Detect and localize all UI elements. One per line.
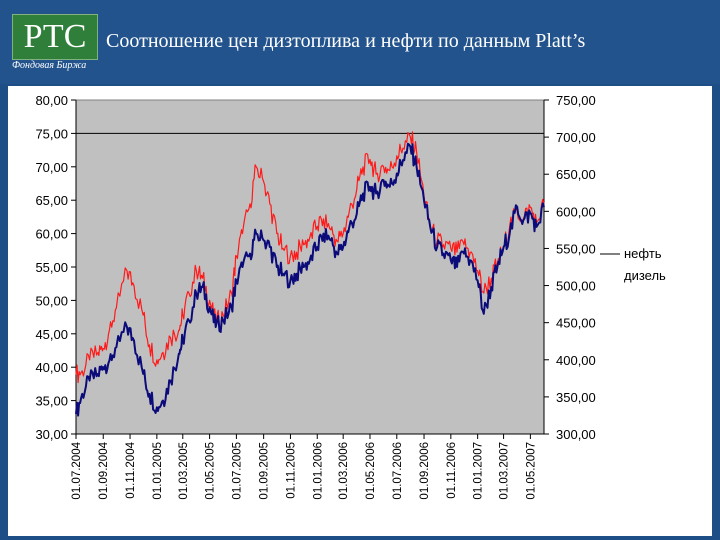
legend-label-oil: нефть — [624, 246, 662, 261]
right-tick-label: 700,00 — [556, 130, 596, 145]
left-tick-label: 30,00 — [35, 427, 68, 442]
left-tick-label: 70,00 — [35, 160, 68, 175]
left-tick-label: 55,00 — [35, 260, 68, 275]
x-tick-label: 01.03.2005 — [178, 442, 190, 500]
left-tick-label: 50,00 — [35, 293, 68, 308]
left-tick-label: 60,00 — [35, 227, 68, 242]
x-tick-label: 01.09.2005 — [259, 442, 271, 500]
right-tick-label: 450,00 — [556, 316, 596, 331]
right-tick-label: 750,00 — [556, 93, 596, 108]
diesel-series-line — [75, 131, 545, 384]
left-tick-label: 40,00 — [35, 360, 68, 375]
chart-area: 80,00 75,00 70,00 65,00 60,00 55,00 50,00 45,00… — [8, 86, 712, 536]
x-tick-label: 01.01.2005 — [152, 442, 164, 500]
logo-subtitle: Фондовая Биржа — [12, 60, 87, 71]
right-tick-label: 500,00 — [556, 279, 596, 294]
rts-logo: РТС — [12, 14, 98, 60]
x-tick-label: 01.05.2007 — [525, 442, 537, 500]
x-tick-label: 01.05.2006 — [365, 442, 377, 500]
left-tick-label: 80,00 — [35, 93, 68, 108]
slide-title: Соотношение цен дизтоплива и нефти по да… — [106, 30, 586, 52]
x-tick-label: 01.03.2007 — [499, 442, 511, 500]
left-tick-label: 35,00 — [35, 394, 68, 409]
right-tick-label: 600,00 — [556, 204, 596, 219]
right-tick-label: 400,00 — [556, 353, 596, 368]
oil-series-line — [75, 142, 545, 417]
right-tick-label: 300,00 — [556, 427, 596, 442]
x-tick-label: 01.11.2005 — [285, 442, 297, 499]
slide-header: РТС Фондовая Биржа Соотношение цен дизто… — [0, 0, 720, 84]
x-tick-label: 01.11.2004 — [125, 441, 137, 498]
x-tick-label: 01.03.2006 — [338, 442, 350, 500]
logo-text: РТС — [23, 18, 87, 55]
left-tick-label: 75,00 — [35, 126, 68, 141]
chart-svg: 80,00 75,00 70,00 65,00 60,00 55,00 50,00 45,00… — [35, 93, 666, 500]
legend-label-diesel: дизель — [624, 268, 666, 283]
x-tick-label: 01.09.2004 — [98, 441, 110, 499]
left-tick-label: 45,00 — [35, 327, 68, 342]
x-tick-label: 01.01.2007 — [473, 442, 485, 500]
plot-background — [75, 99, 545, 435]
x-tick-label: 01.01.2006 — [312, 442, 324, 500]
x-tick-label: 01.07.2004 — [71, 441, 83, 499]
x-tick-label: 01.09.2006 — [419, 442, 431, 500]
x-tick-label: 01.07.2006 — [392, 442, 404, 500]
x-tick-label: 01.07.2005 — [231, 442, 243, 500]
left-tick-label: 65,00 — [35, 193, 68, 208]
right-tick-label: 650,00 — [556, 167, 596, 182]
x-tick-label: 01.05.2005 — [205, 442, 217, 500]
right-tick-label: 350,00 — [556, 390, 596, 405]
right-tick-label: 550,00 — [556, 241, 596, 256]
x-tick-label: 01.11.2006 — [446, 442, 458, 499]
